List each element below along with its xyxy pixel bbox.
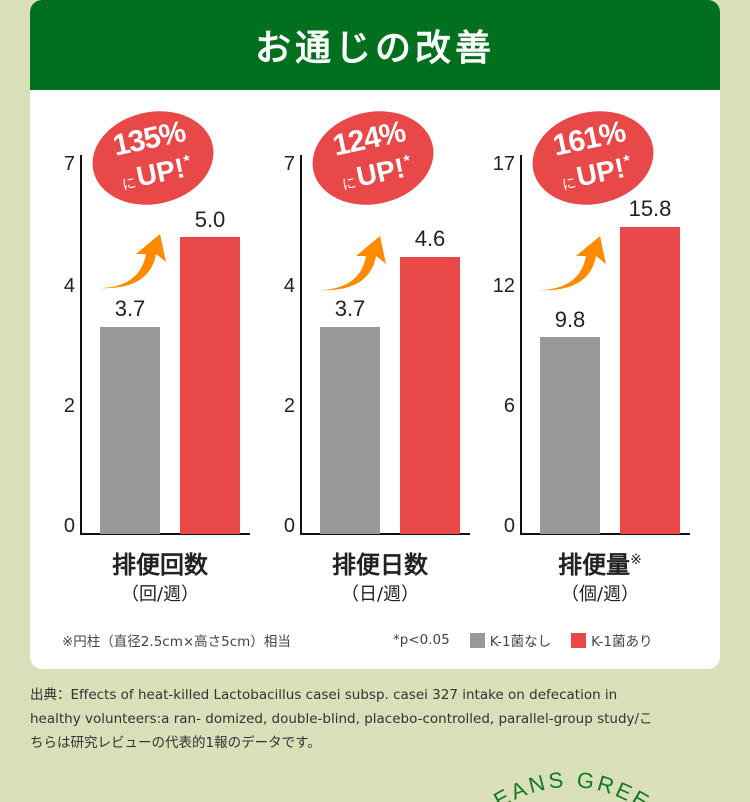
value-label-k1: 15.8 (628, 196, 672, 221)
bar-control (320, 327, 380, 534)
page-title: お通じの改善 (254, 28, 495, 69)
category-label: 排便日数 (332, 551, 428, 579)
y-tick: 2 (63, 395, 75, 417)
bar-k1 (180, 237, 240, 534)
source-line: ちらは研究レビューの代表的1報のデータです。 (30, 735, 321, 751)
bar-control (540, 337, 600, 534)
results-card: お通じの改善 7 4 2 0 3.7 5.0 135% にUP!* 排便回数 （… (30, 0, 720, 669)
source-citation: 出典：Effects of heat-killed Lactobacillus … (30, 683, 720, 755)
y-tick: 12 (492, 275, 515, 297)
increase-arrow-icon (318, 236, 386, 291)
y-axis (80, 155, 82, 535)
card-header: お通じの改善 (30, 0, 720, 90)
x-axis (80, 533, 250, 535)
significance-note: *p<0.05 (393, 632, 450, 648)
bar-k1 (400, 257, 460, 534)
legend-label: K-1菌なし (489, 634, 552, 650)
legend: *p<0.05 K-1菌なし K-1菌あり (393, 630, 653, 650)
chart-defecation-frequency: 7 4 2 0 3.7 5.0 135% にUP!* 排便回数 （回/週） (30, 0, 250, 669)
y-tick: 17 (492, 153, 515, 175)
category-label: 排便回数 (112, 551, 208, 579)
y-tick: 0 (63, 515, 75, 537)
legend-swatch-red (571, 632, 587, 648)
value-label-k1: 4.6 (414, 226, 446, 251)
legend-swatch-grey (469, 632, 485, 648)
bar-control (100, 327, 160, 534)
increase-arrow-icon (98, 234, 166, 289)
legend-item-k1: K-1菌あり (571, 630, 653, 650)
footnote-cylinder: ※円柱（直径2.5cm×高さ5cm）相当 (62, 634, 291, 650)
x-axis (300, 533, 470, 535)
category-unit: （日/週） (340, 584, 420, 605)
y-tick: 7 (283, 153, 295, 175)
legend-item-control: K-1菌なし (469, 630, 552, 650)
svg-text:LEANS GREE: LEANS GREE (475, 767, 655, 802)
y-tick: 4 (283, 275, 295, 297)
increase-badge: 124% にUP!* (303, 100, 443, 216)
y-axis (300, 155, 302, 535)
category-unit: （個/週） (560, 584, 640, 605)
bar-k1 (620, 227, 680, 534)
value-label-control: 3.7 (334, 296, 366, 321)
value-label-control: 3.7 (114, 296, 146, 321)
increase-arrow-icon (538, 236, 606, 291)
x-axis (520, 533, 690, 535)
chart-defecation-days: 7 4 2 0 3.7 4.6 124% にUP!* 排便日数 （日/週） (250, 0, 470, 669)
legend-label: K-1菌あり (591, 634, 653, 650)
y-tick: 2 (283, 395, 295, 417)
y-tick: 0 (503, 515, 515, 537)
increase-badge: 135% にUP!* (83, 100, 223, 216)
value-label-k1: 5.0 (194, 207, 226, 232)
category-label: 排便量※ (558, 551, 642, 579)
y-tick: 6 (503, 395, 515, 417)
y-tick: 7 (63, 153, 75, 175)
source-line: 出典：Effects of heat-killed Lactobacillus … (30, 687, 618, 703)
value-label-control: 9.8 (554, 307, 586, 332)
chart-defecation-amount: 17 12 6 0 9.8 15.8 161% にUP!* 排便量※ （個/週） (470, 0, 690, 669)
y-tick: 0 (283, 515, 295, 537)
category-unit: （回/週） (120, 584, 200, 605)
source-line: healthy volunteers:a ran- domized, doubl… (30, 711, 653, 727)
y-tick: 4 (63, 275, 75, 297)
brand-logo-arc: LEANS GREE (475, 767, 655, 802)
y-axis (520, 155, 522, 535)
